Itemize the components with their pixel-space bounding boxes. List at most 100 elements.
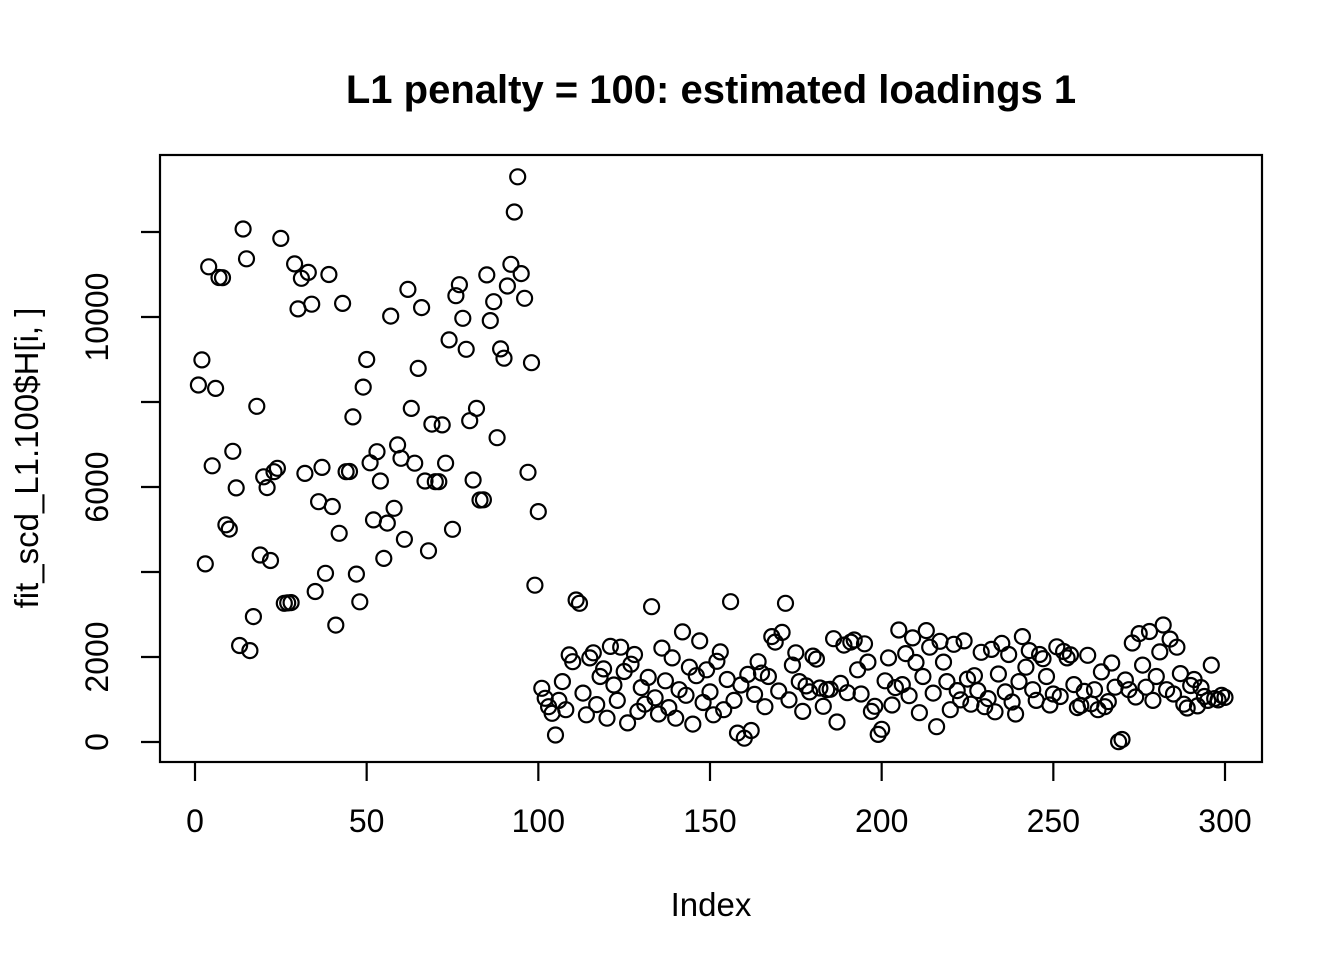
data-point <box>1058 649 1076 667</box>
data-point <box>234 220 252 238</box>
data-point <box>612 638 630 656</box>
data-point <box>866 697 884 715</box>
data-point <box>1212 686 1231 704</box>
data-point <box>375 549 393 568</box>
data-point <box>395 530 413 548</box>
data-point <box>402 399 420 417</box>
data-point <box>203 457 221 475</box>
data-point <box>584 644 602 662</box>
data-point <box>691 632 709 650</box>
data-point <box>622 655 640 673</box>
data-point <box>588 695 606 714</box>
data-point <box>1003 693 1021 711</box>
data-point <box>927 718 946 736</box>
data-point <box>478 266 496 284</box>
data-point <box>316 564 335 582</box>
data-point <box>725 691 743 710</box>
data-point <box>570 594 589 612</box>
data-point <box>1000 645 1018 664</box>
data-point <box>759 667 778 686</box>
data-point <box>320 265 338 284</box>
data-point <box>505 203 523 221</box>
data-point <box>955 632 973 650</box>
data-point <box>1140 622 1159 641</box>
data-point <box>701 683 719 701</box>
data-point <box>1099 692 1117 711</box>
x-tick-label: 100 <box>512 803 565 839</box>
data-point <box>1164 685 1183 703</box>
data-point <box>945 635 963 653</box>
x-tick-label: 200 <box>855 803 908 839</box>
data-point <box>1013 627 1032 646</box>
data-point <box>721 593 740 611</box>
data-point <box>207 379 225 397</box>
data-point <box>485 293 503 311</box>
data-point <box>1037 667 1056 686</box>
data-point <box>890 621 908 639</box>
data-point <box>361 454 379 472</box>
data-point <box>272 229 290 247</box>
data-point <box>708 652 726 670</box>
data-point <box>745 685 764 704</box>
data-point <box>1024 681 1042 699</box>
data-point <box>354 378 372 396</box>
data-point <box>433 416 451 434</box>
data-point <box>770 682 788 700</box>
x-axis-title: Index <box>670 886 752 923</box>
data-point <box>574 684 592 702</box>
x-tick-label: 250 <box>1027 803 1080 839</box>
data-point <box>567 591 585 609</box>
data-point <box>673 623 692 641</box>
data-point <box>704 706 723 724</box>
data-point <box>443 520 462 538</box>
data-point <box>423 415 441 433</box>
data-point <box>536 689 554 707</box>
data-point <box>879 649 898 667</box>
x-tick-label: 150 <box>683 803 736 839</box>
data-point <box>533 679 551 697</box>
data-point <box>1030 645 1049 664</box>
data-point <box>1010 672 1028 691</box>
data-point <box>286 255 304 273</box>
data-point <box>639 668 657 687</box>
data-point <box>934 653 953 671</box>
data-point <box>502 255 520 273</box>
data-point <box>1202 656 1220 674</box>
data-point <box>656 672 675 690</box>
data-point <box>248 397 266 415</box>
data-point <box>605 676 623 694</box>
data-point <box>1020 641 1038 660</box>
data-point <box>948 681 966 700</box>
data-point <box>989 665 1008 683</box>
data-point <box>646 689 664 707</box>
data-point <box>780 691 798 709</box>
data-point <box>492 340 510 358</box>
data-point <box>364 511 383 529</box>
data-point <box>268 459 286 477</box>
data-point <box>1109 733 1128 751</box>
data-point <box>742 721 760 740</box>
data-point <box>907 653 925 672</box>
data-point <box>773 623 791 642</box>
data-point <box>327 616 345 634</box>
data-point <box>1006 705 1025 723</box>
data-point <box>522 354 541 372</box>
data-point <box>1127 688 1145 706</box>
data-point <box>251 546 269 564</box>
data-point <box>869 725 887 744</box>
data-point <box>196 555 214 573</box>
data-point <box>903 629 922 647</box>
data-point <box>368 443 386 461</box>
data-point <box>553 672 572 691</box>
data-point <box>859 653 877 671</box>
data-point <box>828 713 846 731</box>
data-point <box>739 665 757 684</box>
data-point <box>529 503 547 521</box>
data-point <box>1113 730 1131 749</box>
data-point <box>467 399 486 417</box>
data-point <box>1116 671 1135 689</box>
data-point <box>986 703 1004 721</box>
plot-border <box>158 153 1264 764</box>
data-point <box>900 687 918 705</box>
